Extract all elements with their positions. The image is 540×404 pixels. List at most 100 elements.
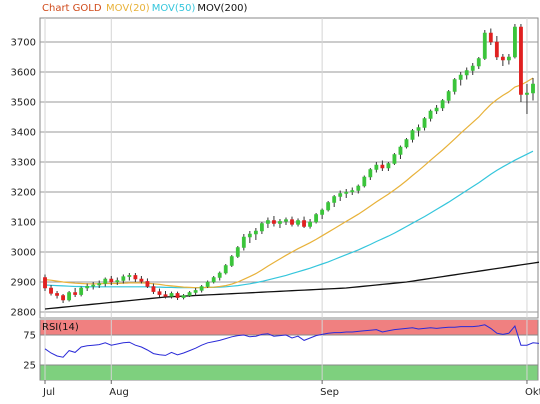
candle-body (133, 275, 138, 280)
candle-body (422, 118, 427, 128)
candle-body (386, 163, 391, 169)
candle (109, 276, 114, 285)
candle (476, 57, 481, 69)
candle-body (338, 193, 343, 197)
candle-body (43, 277, 47, 289)
candle (332, 195, 337, 207)
candle (284, 217, 288, 225)
candle (223, 264, 228, 275)
candle (217, 271, 222, 281)
candle-body (482, 32, 487, 59)
candle-body (223, 265, 228, 274)
candle-body (163, 294, 168, 297)
candle-body (362, 176, 367, 187)
candle-body (187, 292, 192, 296)
candle-body (290, 219, 294, 225)
candle (266, 217, 270, 228)
candle-body (169, 293, 174, 297)
candle-body (115, 280, 120, 283)
candle (115, 277, 120, 285)
candle-body (253, 230, 258, 235)
y-tick-label: 3100 (11, 218, 36, 229)
candle (519, 24, 523, 102)
candle (470, 63, 475, 75)
candle-body (470, 65, 475, 71)
candle (151, 283, 156, 294)
candle-body (356, 185, 361, 191)
candle (446, 90, 451, 104)
candle (133, 273, 138, 282)
candle-body (61, 295, 65, 301)
candle (422, 117, 427, 131)
candle-body (368, 169, 373, 178)
candle (187, 291, 192, 297)
candle (362, 175, 367, 188)
candle (296, 218, 300, 227)
y-tick-label: 3500 (11, 98, 36, 109)
candle-body (211, 277, 216, 283)
rsi-y-tick-label: 25 (23, 361, 36, 372)
candle-body (519, 26, 523, 95)
candle-body (452, 79, 457, 92)
candle-body (440, 100, 445, 109)
candle (235, 246, 240, 258)
rsi-panel: 25 75 RSI(14) (23, 319, 540, 381)
candle (199, 285, 204, 293)
candle (494, 36, 499, 60)
candle-body (109, 278, 114, 283)
candle-body (398, 146, 403, 155)
legend-item: MOV(50) (152, 3, 196, 14)
y-tick-label: 2800 (11, 308, 36, 319)
x-axis: Jul Aug Sep Okt (42, 380, 540, 398)
candle (61, 294, 65, 303)
candle-body (229, 256, 234, 266)
candle-body (199, 286, 204, 291)
candle (452, 78, 457, 95)
candle (49, 285, 53, 296)
candle-body (241, 236, 246, 248)
price-panel: 2800 2900 3000 3100 3200 3300 3400 3500 3600 3700 (11, 17, 540, 319)
candle-body (350, 190, 355, 193)
candle-body (446, 91, 451, 101)
ma20-line (44, 77, 534, 289)
candle (531, 78, 535, 101)
candle-body (434, 107, 439, 112)
candle (308, 219, 312, 229)
y-tick-label: 2900 (11, 278, 36, 289)
candle (320, 208, 325, 219)
candle-body (506, 56, 511, 61)
y-tick-label: 3300 (11, 158, 36, 169)
candle-body (531, 83, 535, 94)
candle (488, 28, 493, 45)
candle-body (380, 164, 385, 169)
candle (241, 234, 246, 251)
rsi-title: RSI(14) (42, 322, 79, 333)
candle (290, 216, 294, 227)
candle-body (488, 32, 493, 43)
candle-body (308, 221, 312, 227)
candle (272, 216, 276, 227)
candle-body (332, 196, 337, 203)
candle-body (139, 278, 144, 282)
y-tick-label: 3400 (11, 128, 36, 139)
ma50-line (44, 150, 534, 289)
chart-legend: Chart GOLD MOV(20) MOV(50) MOV(200) (42, 3, 248, 14)
candle (55, 291, 59, 299)
candle (85, 283, 90, 291)
candle-body (55, 293, 59, 296)
y-tick-label: 3200 (11, 188, 36, 199)
candle-body (374, 164, 379, 170)
candle (67, 291, 72, 302)
candle (398, 145, 403, 159)
candle (157, 288, 162, 297)
candle (259, 222, 264, 234)
candle (79, 286, 84, 297)
candle-body (296, 220, 300, 225)
candle (386, 162, 391, 171)
candle (193, 288, 198, 296)
candle-body (217, 272, 222, 278)
candle (253, 228, 258, 240)
candle (103, 277, 108, 287)
